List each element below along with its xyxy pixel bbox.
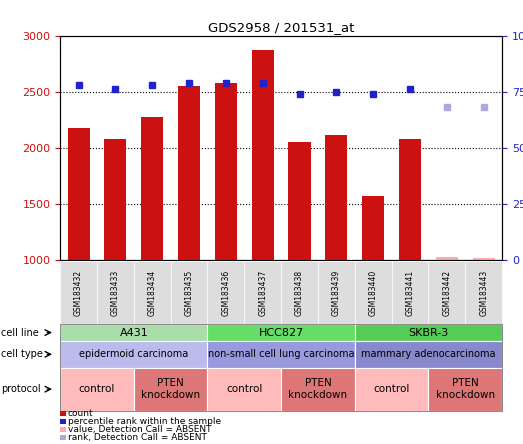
Text: PTEN
knockdown: PTEN knockdown (141, 378, 200, 400)
Text: GSM183441: GSM183441 (405, 270, 415, 316)
Text: GSM183433: GSM183433 (111, 270, 120, 316)
Text: PTEN
knockdown: PTEN knockdown (288, 378, 347, 400)
Text: SKBR-3: SKBR-3 (408, 328, 449, 337)
Bar (325, 135, 347, 260)
Text: GSM183439: GSM183439 (332, 270, 341, 316)
Bar (215, 83, 237, 260)
Text: GSM183440: GSM183440 (369, 270, 378, 316)
Text: GSM183437: GSM183437 (258, 270, 267, 316)
Bar (67, 128, 89, 260)
Text: cell line: cell line (1, 328, 39, 337)
Text: GSM183435: GSM183435 (185, 270, 194, 316)
Text: GSM183432: GSM183432 (74, 270, 83, 316)
Text: mammary adenocarcinoma: mammary adenocarcinoma (361, 349, 496, 359)
Bar (473, 258, 495, 260)
Text: count: count (68, 409, 94, 418)
Bar (178, 86, 200, 260)
Bar (141, 117, 163, 260)
Text: GSM183442: GSM183442 (442, 270, 451, 316)
Text: PTEN
knockdown: PTEN knockdown (436, 378, 495, 400)
Text: rank, Detection Call = ABSENT: rank, Detection Call = ABSENT (68, 433, 207, 442)
Bar (252, 50, 274, 260)
Text: A431: A431 (119, 328, 148, 337)
Text: non-small cell lung carcinoma: non-small cell lung carcinoma (208, 349, 355, 359)
Title: GDS2958 / 201531_at: GDS2958 / 201531_at (208, 21, 354, 34)
Text: cell type: cell type (1, 349, 43, 359)
Text: control: control (226, 384, 263, 394)
Text: epidermoid carcinoma: epidermoid carcinoma (79, 349, 188, 359)
Text: GSM183434: GSM183434 (147, 270, 157, 316)
Text: control: control (79, 384, 115, 394)
Text: percentile rank within the sample: percentile rank within the sample (68, 417, 221, 426)
Bar (105, 139, 127, 260)
Text: HCC827: HCC827 (258, 328, 304, 337)
Text: GSM183436: GSM183436 (221, 270, 230, 316)
Bar (399, 139, 421, 260)
Text: value, Detection Call = ABSENT: value, Detection Call = ABSENT (68, 425, 211, 434)
Text: control: control (373, 384, 410, 394)
Bar (289, 142, 311, 260)
Bar (436, 258, 458, 260)
Text: protocol: protocol (1, 384, 41, 394)
Text: GSM183438: GSM183438 (295, 270, 304, 316)
Bar (362, 196, 384, 260)
Text: GSM183443: GSM183443 (479, 270, 488, 316)
